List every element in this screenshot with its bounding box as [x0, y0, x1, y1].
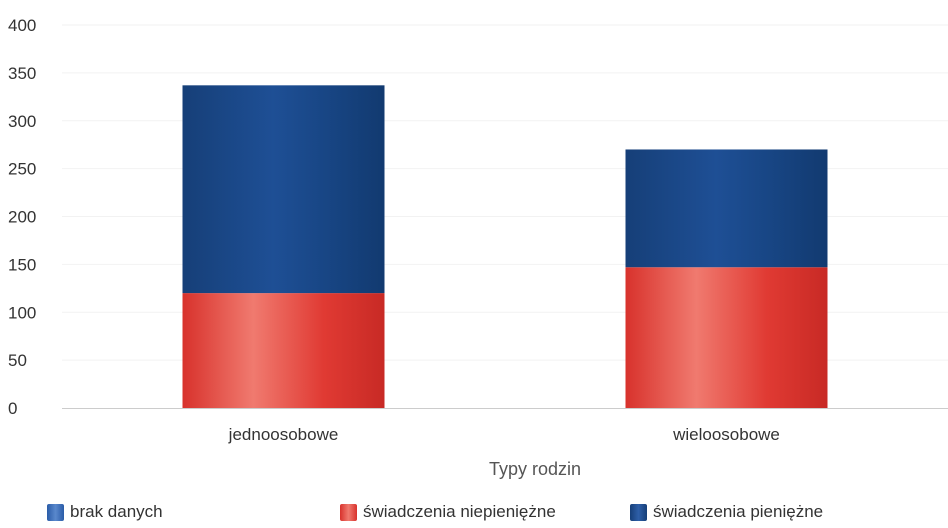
y-tick-label: 150: [8, 255, 36, 274]
x-category-label: wieloosobowe: [672, 425, 780, 444]
y-tick-label: 400: [8, 16, 36, 35]
y-tick-label: 50: [8, 351, 27, 370]
x-category-label: jednoosobowe: [228, 425, 339, 444]
legend-item-swiadczenia-niepieniezne[interactable]: świadczenia niepieniężne: [340, 502, 556, 522]
y-tick-label: 350: [8, 64, 36, 83]
bar-segment[interactable]: [182, 85, 385, 294]
bar-segment[interactable]: [182, 293, 385, 408]
y-axis-ticks: 0 50 100 150 200 250 300 350 400: [8, 16, 36, 418]
y-tick-label: 250: [8, 160, 36, 179]
legend-label-brak-danych: brak danych: [70, 502, 163, 521]
y-tick-label: 300: [8, 112, 36, 131]
x-axis-title: Typy rodzin: [489, 459, 581, 479]
bar-segment[interactable]: [625, 149, 828, 268]
y-tick-label: 200: [8, 208, 36, 227]
legend-item-brak-danych[interactable]: brak danych: [47, 502, 163, 522]
legend-swatch-brak-danych: [47, 503, 64, 521]
stacked-bar-chart: 0 50 100 150 200 250 300 350 400 jednoosobowe wie…: [8, 16, 948, 479]
legend-item-swiadczenia-pieniezne[interactable]: świadczenia pieniężne: [630, 502, 823, 522]
legend-label-swiadczenia-niepieniezne: świadczenia niepieniężne: [363, 502, 556, 521]
bar-segment[interactable]: [625, 267, 828, 408]
legend-swatch-swiadczenia-niepieniezne: [340, 503, 357, 521]
bars: [182, 85, 828, 408]
y-tick-label: 100: [8, 303, 36, 322]
legend-label-swiadczenia-pieniezne: świadczenia pieniężne: [653, 502, 824, 521]
legend: brak danych świadczenia niepieniężne świ…: [0, 502, 948, 528]
legend-swatch-swiadczenia-pieniezne: [630, 503, 647, 521]
x-axis-categories: jednoosobowe wieloosobowe: [228, 425, 780, 444]
y-tick-label: 0: [8, 399, 17, 418]
